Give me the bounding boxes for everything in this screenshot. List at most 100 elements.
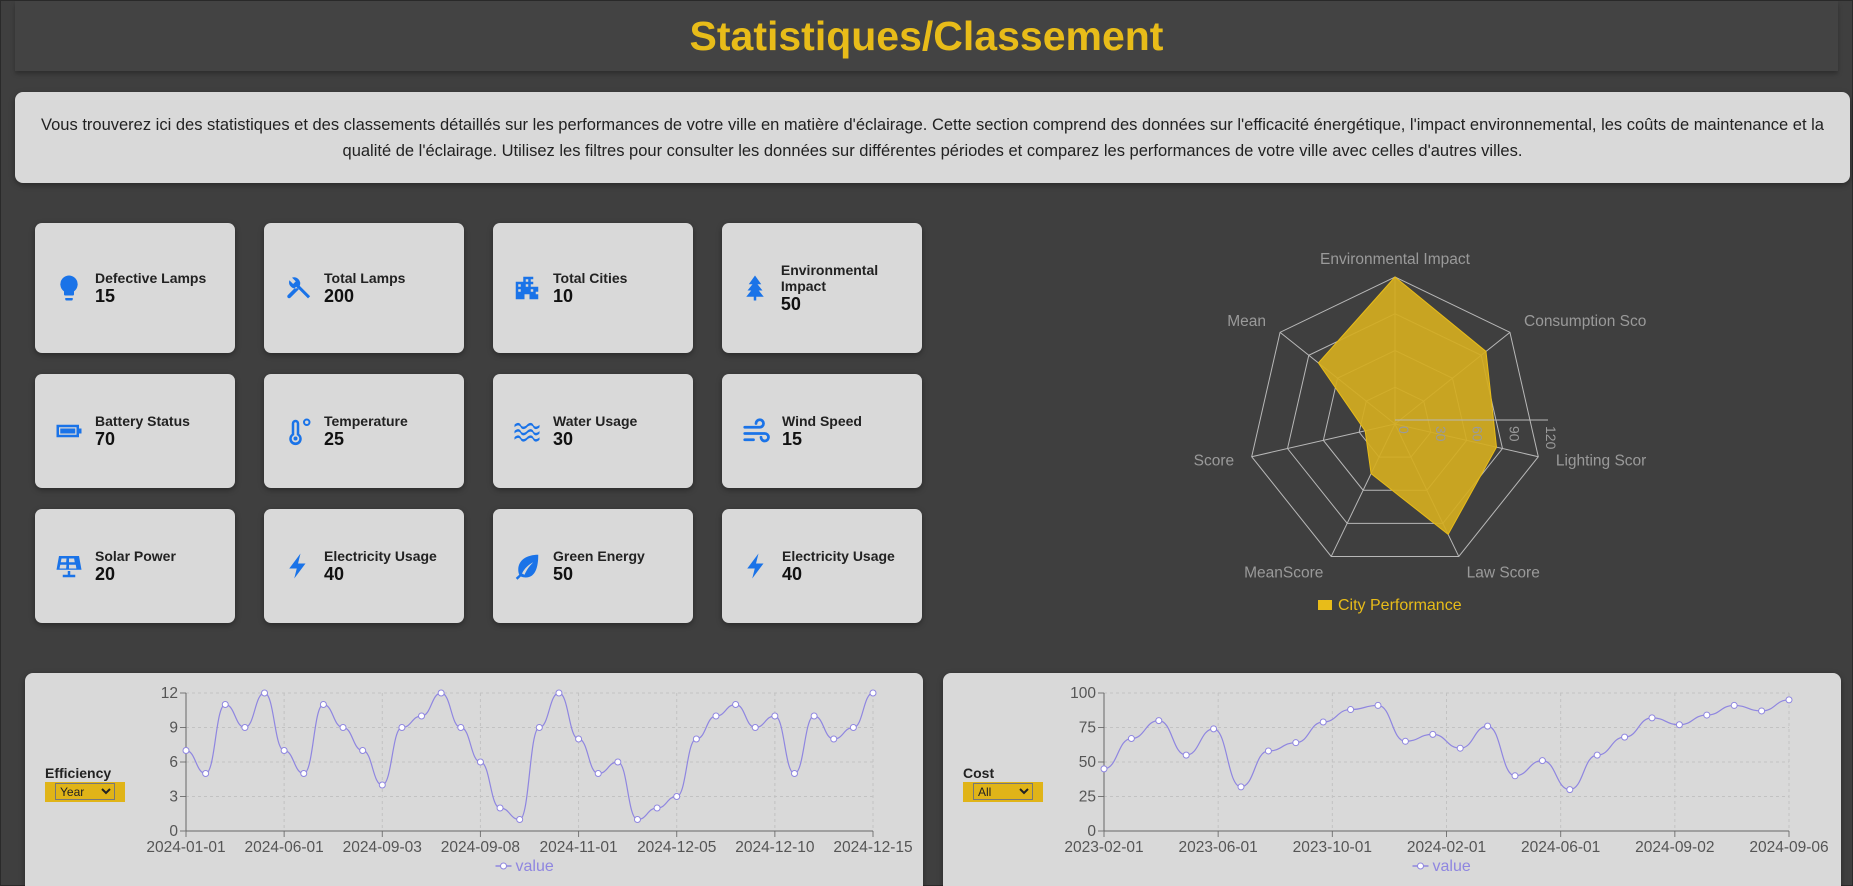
stat-card: Solar Power 20: [35, 509, 235, 623]
bolt-icon: [740, 550, 772, 582]
stat-card-label: Environmental Impact: [780, 262, 879, 294]
radar-tick-label: 120: [1543, 426, 1559, 450]
data-point: [437, 689, 445, 697]
lightbulb-icon: [53, 272, 85, 304]
efficiency-period-select[interactable]: Year: [55, 783, 115, 800]
series-line: [185, 692, 874, 821]
data-point: [1155, 717, 1163, 725]
stat-card-text: Electricity Usage 40: [324, 548, 437, 584]
bolt-icon: [282, 550, 314, 582]
data-point: [692, 735, 700, 743]
x-tick-label: 2024-09-02: [1635, 839, 1714, 856]
data-point: [476, 758, 484, 766]
city-icon: [511, 272, 543, 304]
stat-card-text: Total Cities 10: [553, 270, 627, 306]
data-point: [202, 770, 210, 777]
stat-card-value: 40: [782, 564, 803, 584]
cost-period-select[interactable]: All: [973, 783, 1033, 800]
stat-card-text: Defective Lamps 15: [95, 270, 206, 306]
cost-label: Cost: [963, 765, 995, 781]
data-point: [1347, 706, 1355, 714]
stat-card-value: 70: [95, 429, 116, 449]
data-point: [1456, 744, 1464, 752]
x-tick-label: 2024-06-01: [1521, 839, 1600, 856]
battery-icon: [53, 415, 85, 447]
data-point: [830, 735, 838, 743]
stat-card-value: 20: [95, 564, 116, 584]
stat-card-text: Temperature 25: [324, 413, 408, 449]
data-point: [771, 712, 779, 720]
x-tick-label: 2024-06-01: [244, 839, 323, 856]
legend-label: value: [516, 858, 554, 875]
radar-tick-label: 60: [1470, 426, 1486, 442]
cost-panel: Cost All 0 25 50 75 100 2023-02-01 2023-06-01 2…: [943, 673, 1841, 886]
y-tick-label: 50: [1079, 754, 1097, 771]
y-tick-label: 9: [169, 720, 178, 737]
data-point: [810, 712, 818, 720]
data-point: [1292, 739, 1300, 747]
stat-card: Total Lamps 200: [264, 223, 464, 353]
data-point: [1374, 701, 1382, 709]
x-tick-label: 2024-09-08: [441, 839, 520, 856]
data-point: [790, 770, 798, 777]
data-point: [673, 793, 681, 800]
x-tick-label: 2024-01-01: [146, 839, 225, 856]
radar-axis-label: Environmental Impact: [1320, 251, 1471, 268]
efficiency-control: Efficiency Year: [45, 765, 125, 802]
stat-card-label: Total Lamps: [324, 270, 406, 286]
water-icon: [511, 415, 543, 447]
radar-axis-label: Lighting Score: [1556, 453, 1646, 470]
page-title: Statistiques/Classement: [689, 12, 1164, 59]
y-tick-label: 0: [169, 823, 178, 840]
stat-card-value: 30: [553, 429, 574, 449]
data-point: [300, 770, 308, 777]
data-point: [359, 747, 367, 754]
data-point: [555, 689, 563, 697]
stat-card-value: 200: [324, 286, 355, 306]
stat-card-label: Total Cities: [553, 270, 628, 286]
stat-card-label: Solar Power: [95, 548, 176, 564]
data-point: [241, 724, 249, 731]
data-point: [575, 735, 583, 743]
solar-panel-icon: [53, 550, 85, 582]
legend-marker: [1417, 862, 1424, 870]
radar-axis-label: Consumption Score: [1524, 313, 1646, 330]
cost-select-wrap: All: [963, 782, 1043, 802]
intro-text: Vous trouverez ici des statistiques et d…: [41, 115, 1824, 160]
radar-axis-label: Score: [1194, 453, 1235, 470]
data-point: [1730, 701, 1738, 709]
tree-icon: [740, 272, 771, 304]
data-point: [378, 781, 386, 789]
data-point: [1127, 735, 1135, 743]
data-point: [633, 816, 641, 823]
data-point: [594, 770, 602, 777]
stat-card: Battery Status 70: [35, 374, 235, 488]
y-tick-label: 75: [1079, 720, 1096, 737]
cost-control: Cost All: [963, 765, 1043, 802]
stat-card-label: Wind Speed: [782, 413, 862, 429]
data-point: [1648, 714, 1656, 722]
radar-tick-label: 0: [1396, 426, 1412, 434]
stat-card-text: Wind Speed 15: [782, 413, 862, 449]
stat-card: Electricity Usage 40: [722, 509, 922, 623]
stat-card-text: Solar Power 20: [95, 548, 176, 584]
data-point: [614, 758, 622, 766]
thermometer-icon: [282, 415, 314, 447]
radar-tick-label: 90: [1506, 426, 1522, 442]
x-tick-label: 2024-09-03: [343, 839, 422, 856]
stat-card-label: Green Energy: [553, 548, 645, 564]
stat-card: Environmental Impact 50: [722, 223, 922, 353]
data-point: [516, 816, 524, 823]
data-point: [869, 689, 877, 697]
x-tick-label: 2024-12-15: [833, 839, 912, 856]
stat-card: Defective Lamps 15: [35, 223, 235, 353]
data-point: [653, 804, 661, 812]
data-point: [1484, 722, 1492, 730]
x-tick-label: 2024-02-01: [1407, 839, 1486, 856]
y-tick-label: 100: [1070, 685, 1096, 702]
data-point: [1621, 733, 1629, 741]
stat-card-text: Battery Status 70: [95, 413, 190, 449]
data-point: [319, 701, 327, 708]
data-point: [1538, 757, 1546, 765]
stat-card: Wind Speed 15: [722, 374, 922, 488]
